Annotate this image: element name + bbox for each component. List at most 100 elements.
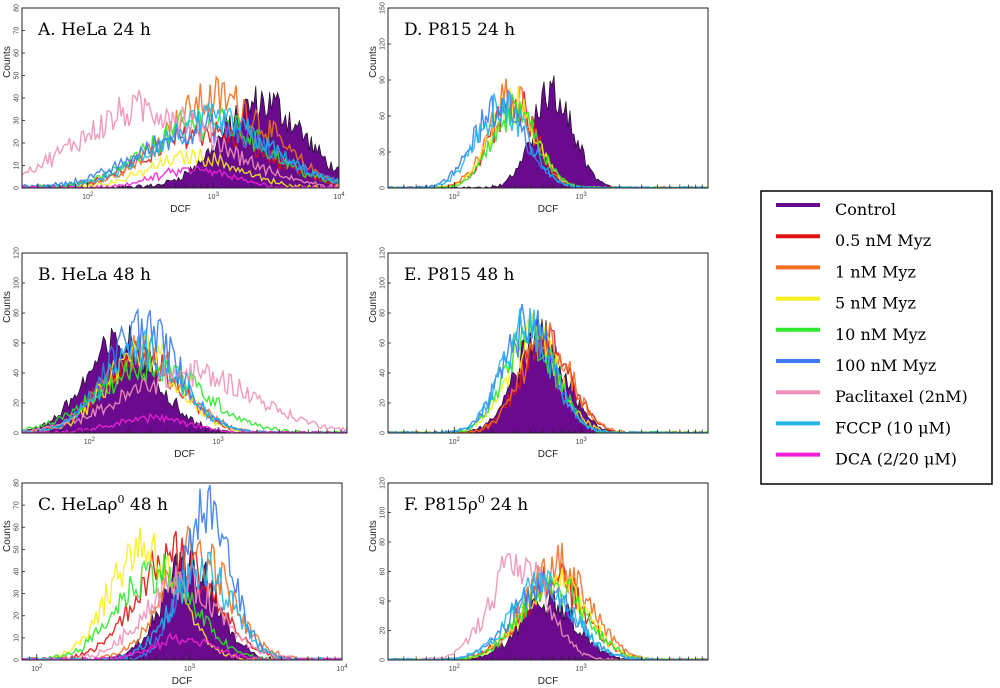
histogram-10-nm-myz — [388, 319, 708, 433]
y-tick-label: 50 — [14, 72, 21, 80]
y-tick-label: 80 — [380, 309, 387, 317]
y-tick-label: 20 — [14, 612, 21, 620]
chart-panel-6: 0 20 40 60 80 100 120 Counts 102 103 DCF F. P815ρ0 … — [368, 477, 709, 687]
y-tick-label: 100 — [14, 277, 21, 289]
x-tick-label: 102 — [84, 437, 96, 446]
x-axis-label: DCF — [538, 204, 559, 215]
histogram-10-nm-myz — [388, 93, 708, 188]
y-tick-label: 60 — [380, 568, 387, 576]
x-axis-label: DCF — [170, 204, 191, 215]
x-tick-label: 102 — [31, 664, 43, 673]
y-tick-label: 120 — [380, 247, 387, 259]
panel-title: D. P815 24 h — [404, 20, 515, 40]
y-tick-label: 80 — [380, 538, 387, 546]
y-tick-label: 60 — [14, 49, 21, 57]
y-tick-label: 40 — [14, 94, 21, 102]
x-axis-label: DCF — [172, 676, 193, 687]
y-tick-label: 30 — [380, 148, 387, 156]
y-tick-label: 40 — [380, 369, 387, 377]
y-axis-label: Counts — [368, 46, 379, 78]
x-tick-label: 103 — [576, 192, 588, 201]
y-tick-label: 20 — [380, 627, 387, 635]
x-tick-label: 103 — [213, 437, 225, 446]
x-axis-label: DCF — [538, 676, 559, 687]
y-tick-label: 10 — [14, 162, 21, 170]
y-axis-label: Counts — [368, 291, 379, 323]
histogram-control-filled — [22, 324, 347, 433]
legend-box — [760, 190, 993, 485]
histogram-100-nm-myz — [22, 111, 339, 188]
y-tick-label: 100 — [380, 507, 387, 519]
x-axis-label: DCF — [538, 449, 559, 460]
x-tick-label: 103 — [208, 192, 220, 201]
chart-panel-5: 0 20 40 60 80 100 120 Counts 102 103 DCF E. P815 48… — [368, 247, 709, 460]
histogram-control-filled — [388, 589, 708, 660]
y-tick-label: 20 — [380, 399, 387, 407]
y-tick-label: 30 — [14, 590, 21, 598]
y-tick-label: 80 — [14, 4, 21, 12]
x-axis-label: DCF — [174, 449, 195, 460]
y-tick-label: 40 — [14, 369, 21, 377]
x-tick-label: 102 — [449, 192, 461, 201]
chart-panel-4: 0 30 60 90 120 150 Counts 102 103 DCF D. P815 24 h — [368, 2, 709, 215]
histogram-fccp-10-m- — [388, 569, 708, 660]
legend-label: FCCP (10 μM) — [835, 418, 951, 437]
histogram-paclitaxel-2nm- — [22, 564, 342, 660]
y-axis-label: Counts — [2, 520, 13, 552]
x-tick-label: 103 — [576, 437, 588, 446]
y-tick-label: 120 — [380, 38, 387, 50]
y-axis-label: Counts — [2, 46, 13, 78]
y-tick-label: 60 — [14, 339, 21, 347]
histogram-fccp-10-m- — [22, 101, 339, 188]
y-tick-label: 120 — [380, 477, 387, 489]
y-tick-label: 0 — [14, 186, 21, 190]
histogram-control-filled — [22, 85, 339, 188]
y-tick-label: 60 — [14, 523, 21, 531]
histogram-dca-2-20-m- — [22, 631, 342, 660]
y-tick-label: 20 — [14, 399, 21, 407]
y-tick-label: 10 — [14, 634, 21, 642]
y-tick-label: 150 — [380, 2, 387, 14]
y-tick-label: 20 — [14, 139, 21, 147]
legend-label: Paclitaxel (2nM) — [835, 387, 968, 406]
plot-area — [388, 303, 708, 433]
panel-title: C. HeLaρ0 48 h — [38, 493, 168, 515]
histogram-dca-2-20-m- — [22, 164, 339, 188]
y-tick-label: 30 — [14, 117, 21, 125]
plot-area — [22, 307, 347, 433]
panel-title: E. P815 48 h — [404, 265, 515, 285]
legend-label: Control — [835, 200, 896, 219]
y-axis-label: Counts — [2, 291, 13, 323]
histogram-paclitaxel-2nm- — [22, 360, 347, 433]
y-axis-label: Counts — [368, 520, 379, 552]
x-tick-label: 104 — [336, 664, 348, 673]
legend-label: DCA (2/20 μM) — [835, 450, 957, 469]
y-tick-label: 0 — [14, 431, 21, 435]
y-tick-label: 0 — [14, 658, 21, 662]
y-tick-label: 60 — [380, 339, 387, 347]
plot-area — [388, 75, 708, 188]
y-tick-label: 40 — [14, 568, 21, 576]
legend-label: 5 nM Myz — [835, 294, 916, 313]
legend-label: 0.5 nM Myz — [835, 231, 931, 250]
x-tick-label: 102 — [82, 192, 94, 201]
y-tick-label: 0 — [380, 658, 387, 662]
histogram-paclitaxel-2nm- — [22, 89, 339, 188]
x-tick-label: 103 — [576, 664, 588, 673]
y-tick-label: 70 — [14, 501, 21, 509]
chart-panel-2: 0 20 40 60 80 100 120 Counts 102 103 DCF B. HeLa 48… — [2, 247, 348, 460]
legend: Control 0.5 nM Myz 1 nM Myz 5 nM Myz 10 nM M… — [760, 190, 993, 485]
panel-title: B. HeLa 48 h — [38, 265, 151, 285]
legend-label: 10 nM Myz — [835, 325, 926, 344]
legend-label: 100 nM Myz — [835, 356, 936, 375]
y-tick-label: 0 — [380, 431, 387, 435]
y-tick-label: 60 — [380, 112, 387, 120]
y-tick-label: 120 — [14, 247, 21, 259]
histogram-fccp-10-m- — [388, 91, 708, 188]
y-tick-label: 80 — [14, 479, 21, 487]
x-tick-label: 102 — [449, 437, 461, 446]
histogram-dca-2-20-m- — [22, 412, 347, 433]
y-tick-label: 80 — [14, 309, 21, 317]
y-tick-label: 100 — [380, 277, 387, 289]
